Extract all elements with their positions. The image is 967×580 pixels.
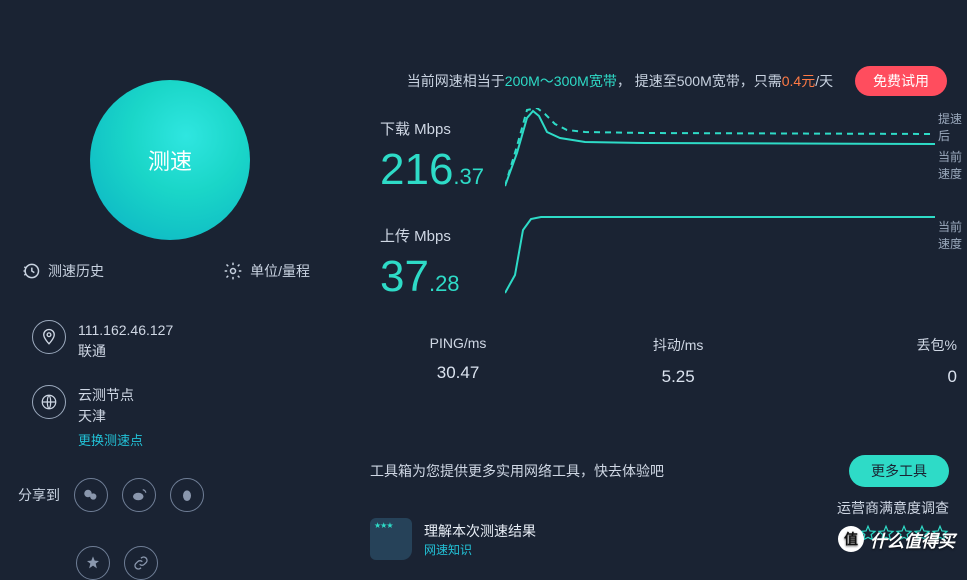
upload-dec: .28 <box>429 271 460 296</box>
unit-label: 单位/量程 <box>250 261 310 281</box>
watermark-text: 什么值得买 <box>870 527 955 552</box>
banner-mid2: ，只需 <box>740 73 782 89</box>
isp-name: 联通 <box>78 341 173 362</box>
free-trial-button[interactable]: 免费试用 <box>855 66 947 96</box>
label-current-ul: 当前速度 <box>938 218 967 252</box>
watermark: 值 什么值得买 <box>838 526 955 552</box>
right-panel: 当前网速相当于200M～300M宽带， 提速至500M宽带，只需0.4元/天 免… <box>330 0 967 580</box>
jitter-value: 5.25 <box>546 367 810 387</box>
more-tools-button[interactable]: 更多工具 <box>849 455 949 487</box>
qq-icon[interactable] <box>170 478 204 512</box>
share-label: 分享到 <box>18 485 60 505</box>
gear-icon <box>222 260 244 282</box>
link-icon[interactable] <box>124 546 158 580</box>
ping-label: PING/ms <box>370 335 546 351</box>
weibo-icon[interactable] <box>122 478 156 512</box>
results-card-icon <box>370 518 412 560</box>
history-link[interactable]: 测速历史 <box>20 260 104 282</box>
download-dec: .37 <box>453 164 484 189</box>
ping-value: 30.47 <box>370 363 546 383</box>
unit-link[interactable]: 单位/量程 <box>222 260 310 282</box>
tools-line: 工具箱为您提供更多实用网络工具，快去体验吧 更多工具 <box>370 455 949 487</box>
globe-icon <box>32 385 66 419</box>
location-pin-icon <box>32 320 66 354</box>
ip-address: 111.162.46.127 <box>78 320 173 341</box>
loss-label: 丢包% <box>810 335 957 355</box>
left-links-row: 测速历史 单位/量程 <box>0 260 330 282</box>
banner-mid1: ， 提速至 <box>617 73 677 89</box>
watermark-badge: 值 <box>838 526 864 552</box>
label-current-dl: 当前速度 <box>938 148 967 182</box>
switch-node-link[interactable]: 更换测速点 <box>78 430 143 449</box>
start-speedtest-button[interactable]: 测速 <box>90 80 250 240</box>
upload-chart <box>505 215 935 295</box>
share-row: 分享到 <box>18 478 318 580</box>
history-label: 测速历史 <box>48 261 104 281</box>
ip-info: 111.162.46.127 联通 <box>32 320 173 362</box>
node-title: 云测节点 <box>78 385 134 406</box>
banner-suffix: /天 <box>815 73 833 89</box>
banner-upsell: 500M宽带 <box>677 73 740 89</box>
survey-title: 运营商满意度调查 <box>837 498 949 518</box>
upload-metric: 上传 Mbps 37.28 <box>380 225 460 302</box>
download-metric: 下载 Mbps 216.37 <box>380 118 484 195</box>
jitter-label: 抖动/ms <box>546 335 810 355</box>
banner-range: 200M～300M宽带 <box>505 73 617 89</box>
banner-price: 0.4元 <box>782 73 815 89</box>
node-info: 云测节点 天津 更换测速点 <box>32 385 143 449</box>
wechat-icon[interactable] <box>74 478 108 512</box>
tools-text: 工具箱为您提供更多实用网络工具，快去体验吧 <box>370 461 664 481</box>
speed-knowledge-link[interactable]: 网速知识 <box>424 541 536 558</box>
stats-row: PING/ms 30.47 抖动/ms 5.25 丢包% 0 <box>370 335 957 387</box>
left-panel: 测速 测速历史 单位/量程 111.162.46.127 联通 <box>0 0 330 580</box>
understand-block: 理解本次测速结果 网速知识 <box>370 518 536 560</box>
upload-label: 上传 Mbps <box>380 225 460 246</box>
loss-value: 0 <box>810 367 957 387</box>
history-icon <box>20 260 42 282</box>
upload-int: 37 <box>380 252 429 301</box>
upsell-banner: 当前网速相当于200M～300M宽带， 提速至500M宽带，只需0.4元/天 免… <box>350 66 947 96</box>
download-int: 216 <box>380 145 453 194</box>
banner-prefix: 当前网速相当于 <box>407 73 505 89</box>
download-label: 下载 Mbps <box>380 118 484 139</box>
understand-title: 理解本次测速结果 <box>424 521 536 541</box>
qzone-icon[interactable] <box>76 546 110 580</box>
download-chart <box>505 108 935 188</box>
label-after-boost: 提速后 <box>938 110 967 144</box>
speedtest-label: 测速 <box>148 144 192 176</box>
node-location: 天津 <box>78 406 134 427</box>
